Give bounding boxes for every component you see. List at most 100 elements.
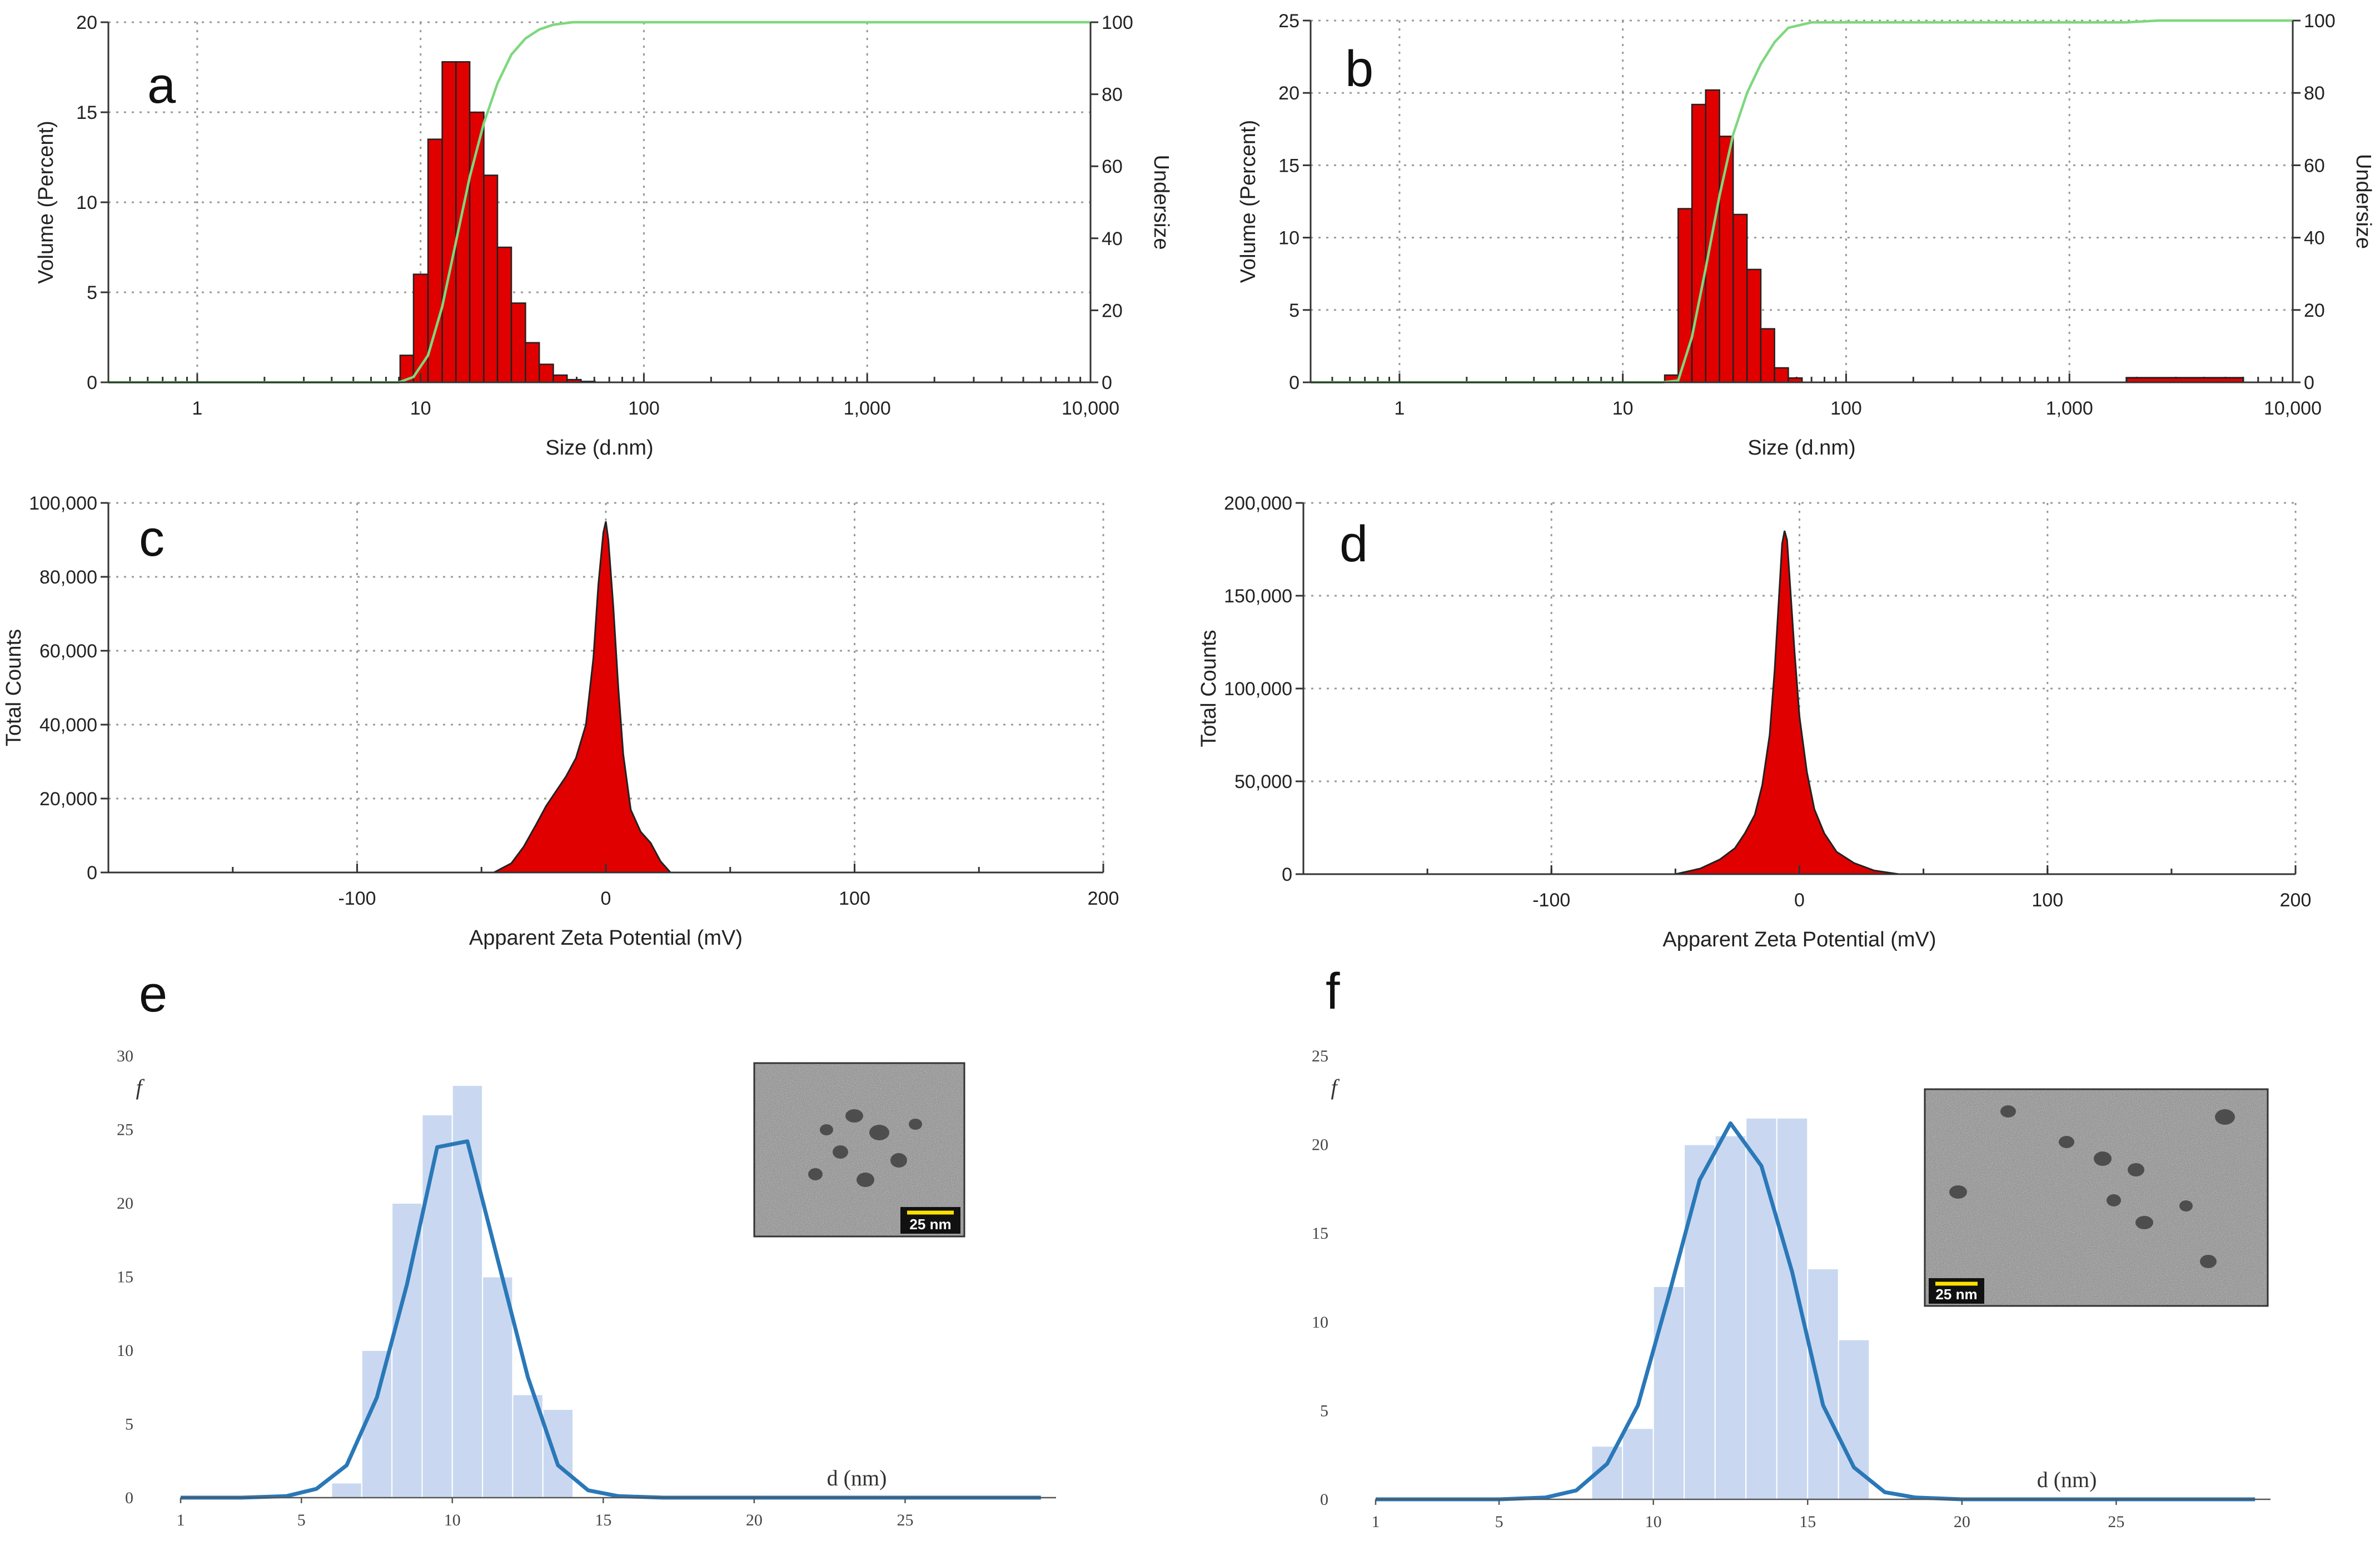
f-hist-bar xyxy=(1714,1135,1747,1500)
panel-label-f: f xyxy=(1326,963,1340,1020)
f-x-tick-label: 10 xyxy=(1645,1513,1662,1531)
b-y2-tick-label: 20 xyxy=(2304,300,2325,321)
e-x-tick-label: 25 xyxy=(897,1511,913,1529)
d-y-axis-label: Total Counts xyxy=(1197,630,1221,747)
a-y2-tick-label: 60 xyxy=(1102,156,1123,177)
e-hist-bar xyxy=(482,1276,514,1498)
c-x-tick-label: 100 xyxy=(839,888,870,909)
f-y-axis-label: f xyxy=(1331,1075,1340,1100)
a-x-tick-label: 100 xyxy=(628,398,660,419)
f-tem-particle xyxy=(2000,1105,2016,1118)
c-y-tick-label: 60,000 xyxy=(39,641,97,662)
f-hist-bar xyxy=(1745,1117,1777,1500)
b-y-tick-label: 20 xyxy=(1278,83,1299,104)
c-peak-area xyxy=(493,521,671,874)
a-y-tick-label: 10 xyxy=(76,192,97,213)
a-bar xyxy=(427,138,443,383)
c-x-tick-label: 0 xyxy=(601,888,611,909)
c-x-tick-label: 200 xyxy=(1088,888,1119,909)
f-tem-image-texture xyxy=(1925,1089,2268,1306)
c-y-tick-label: 40,000 xyxy=(39,715,97,736)
f-hist-bar xyxy=(1807,1268,1839,1500)
a-x-tick-label: 1,000 xyxy=(844,398,891,419)
e-tem-image-border xyxy=(753,1062,965,1238)
a-bar xyxy=(510,302,526,383)
f-x-tick-label: 5 xyxy=(1495,1513,1503,1531)
f-tem-particle xyxy=(2200,1255,2217,1268)
panel-label-a: a xyxy=(147,57,176,114)
f-y-tick-label: 0 xyxy=(1320,1490,1328,1509)
b-y-tick-label: 10 xyxy=(1278,228,1299,249)
e-y-tick-label: 0 xyxy=(125,1489,133,1507)
a-x-tick-label: 1 xyxy=(192,398,202,419)
f-hist-bar xyxy=(1652,1285,1685,1500)
e-hist-bar xyxy=(421,1114,453,1498)
e-x-axis-label: d (nm) xyxy=(827,1465,887,1490)
d-peak-area xyxy=(1675,530,1899,875)
f-hist-bar xyxy=(1684,1144,1716,1500)
f-hist-bar xyxy=(1838,1339,1870,1500)
f-hist-bar xyxy=(1622,1428,1654,1500)
a-bar xyxy=(538,363,554,383)
f-tem-particle xyxy=(2107,1194,2121,1206)
a-bar xyxy=(552,374,568,383)
d-x-axis-label: Apparent Zeta Potential (mV) xyxy=(1662,928,1936,951)
e-hist-bar xyxy=(451,1085,484,1498)
panel-b-size-distribution: 1 10 100 1,000 10,000 0 5 10 15 20 25 0 20 40 60 80 100 S… xyxy=(1237,11,2375,460)
b-bar xyxy=(1746,268,1762,383)
a-y-tick-label: 15 xyxy=(76,102,97,123)
a-y2-tick-label: 100 xyxy=(1102,12,1133,33)
d-x-tick-label: 0 xyxy=(1794,890,1805,911)
a-y2-tick-label: 20 xyxy=(1102,300,1123,321)
b-x-tick-label: 10 xyxy=(1612,398,1634,419)
b-x-tick-label: 100 xyxy=(1830,398,1862,419)
b-y-tick-label: 0 xyxy=(1289,372,1299,393)
b-y2-tick-label: 100 xyxy=(2304,11,2336,32)
b-bar xyxy=(1719,136,1734,383)
c-y-tick-label: 80,000 xyxy=(39,567,97,588)
e-x-tick-label: 5 xyxy=(297,1511,306,1529)
e-y-tick-label: 10 xyxy=(117,1341,133,1360)
e-tem-particle xyxy=(857,1173,874,1187)
f-x-tick-label: 1 xyxy=(1372,1513,1380,1531)
a-bar xyxy=(496,246,512,383)
e-x-tick-label: 15 xyxy=(595,1511,611,1529)
f-tem-image-border xyxy=(1924,1088,2269,1307)
panel-label-c: c xyxy=(139,510,165,567)
a-y2-tick-label: 0 xyxy=(1102,372,1112,393)
c-x-tick-label: -100 xyxy=(338,888,376,909)
f-hist-bar xyxy=(1776,1117,1809,1500)
a-bar xyxy=(483,174,499,383)
a-y2-tick-label: 80 xyxy=(1102,84,1123,106)
b-undersize-curve xyxy=(1311,19,2293,384)
a-bar xyxy=(455,61,471,383)
b-y-tick-label: 5 xyxy=(1289,300,1299,321)
e-hist-bar xyxy=(331,1482,362,1498)
panel-label-d: d xyxy=(1340,516,1368,572)
f-x-tick-label: 20 xyxy=(1954,1513,1970,1531)
a-x-tick-label: 10,000 xyxy=(1062,398,1119,419)
b-y-axis-label: Volume (Percent) xyxy=(1237,120,1260,283)
a-bar xyxy=(525,342,540,383)
b-y2-axis-label: Undersize xyxy=(2352,154,2375,249)
f-tem-particle xyxy=(1949,1185,1967,1199)
b-y2-tick-label: 80 xyxy=(2304,83,2325,104)
a-x-axis-label: Size (d.nm) xyxy=(545,436,653,460)
c-y-tick-label: 0 xyxy=(87,862,97,884)
e-tem-particle xyxy=(869,1125,889,1140)
a-y2-tick-label: 40 xyxy=(1102,228,1123,250)
e-x-tick-label: 1 xyxy=(177,1511,185,1529)
b-x-tick-label: 1 xyxy=(1394,398,1405,419)
f-x-axis-label: d (nm) xyxy=(2037,1467,2097,1492)
a-y-tick-label: 5 xyxy=(87,282,97,303)
f-tem-inset: 25 nm xyxy=(1924,1088,2269,1307)
e-tem-particle xyxy=(833,1145,848,1159)
a-x-tick-label: 10 xyxy=(410,398,431,419)
b-y-tick-label: 25 xyxy=(1278,11,1299,32)
e-tem-inset: 25 nm xyxy=(753,1062,965,1238)
f-tem-particle xyxy=(2135,1216,2153,1229)
b-bar xyxy=(1691,103,1707,383)
panel-label-e: e xyxy=(139,966,167,1023)
b-bar xyxy=(1760,328,1775,383)
c-x-axis-label: Apparent Zeta Potential (mV) xyxy=(469,926,743,950)
